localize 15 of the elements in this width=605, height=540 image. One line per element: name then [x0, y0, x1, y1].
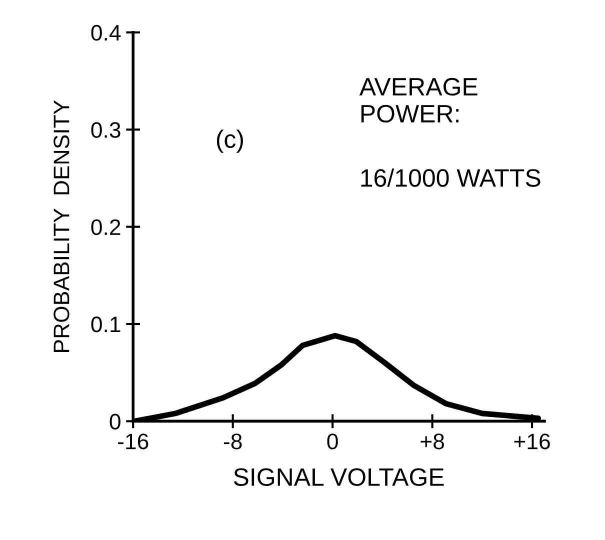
- x-tick-label: -8: [224, 434, 242, 450]
- y-tick-label: 0.4: [91, 24, 121, 41]
- x-tick-label: -16: [118, 434, 148, 450]
- x-tick-label: +16: [514, 434, 550, 450]
- annotation: AVERAGE POWER:: [359, 78, 478, 123]
- y-tick-label: 0.3: [91, 122, 120, 138]
- annotation: 16/1000 WATTS: [361, 168, 540, 187]
- y-tick-label: 0: [110, 414, 120, 430]
- annotation: (c): [216, 130, 243, 153]
- y-tick-label: 0.1: [91, 316, 120, 332]
- x-tick-label: 0: [327, 434, 338, 450]
- y-axis-title: PROBABILITY DENSITY: [54, 100, 70, 352]
- y-tick-label: 0.2: [91, 219, 120, 236]
- x-tick-label: +8: [420, 434, 444, 450]
- x-axis-title: SIGNAL VOLTAGE: [234, 468, 444, 486]
